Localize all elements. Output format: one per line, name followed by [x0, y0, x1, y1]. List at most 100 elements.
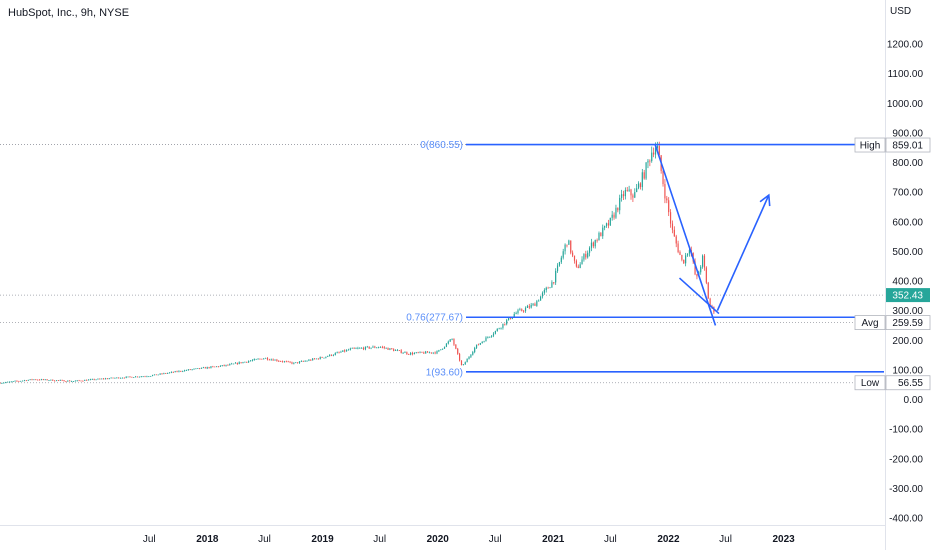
candle-body: [694, 261, 696, 275]
candle-body: [449, 339, 451, 342]
candle-body: [519, 309, 521, 311]
candle-body: [249, 360, 252, 362]
candle-body: [232, 363, 235, 365]
candle-body: [170, 371, 173, 373]
candle-body: [287, 361, 289, 363]
axis-marker-tag: High: [860, 141, 881, 152]
candle-body: [656, 146, 658, 149]
candle-body: [0, 382, 1, 384]
candle-body: [653, 152, 655, 155]
candle-body: [119, 377, 122, 379]
candle-body: [385, 347, 387, 349]
candle-body: [234, 362, 237, 364]
candle-body: [221, 365, 223, 366]
candle-body: [592, 242, 594, 247]
candle-body: [466, 358, 468, 363]
candle-body: [44, 379, 46, 381]
candle-body: [587, 252, 589, 258]
candle-body: [321, 357, 323, 358]
candle-body: [42, 379, 44, 381]
axis-marker-value: 259.59: [892, 318, 923, 329]
candle-body: [10, 381, 12, 383]
candle-body: [293, 362, 295, 364]
candle-body: [251, 360, 254, 361]
candles: [0, 141, 715, 384]
x-tick-label: Jul: [489, 534, 502, 545]
candle-body: [626, 190, 628, 191]
candle-body: [297, 362, 299, 364]
candle-body: [340, 351, 342, 353]
axis-marker-value: 859.01: [892, 141, 923, 152]
candle-body: [477, 344, 480, 346]
candle-body: [594, 240, 596, 247]
candle-body: [605, 223, 608, 226]
candle-body: [229, 364, 231, 366]
candle-body: [555, 271, 557, 283]
candle-body: [308, 359, 310, 361]
x-tick-label: 2021: [542, 534, 565, 545]
candle-body: [430, 352, 432, 354]
candle-body: [259, 358, 261, 360]
candle-body: [421, 351, 423, 353]
candle-body: [167, 373, 169, 374]
y-tick-label: 0.00: [904, 395, 924, 406]
candle-body: [78, 380, 80, 382]
candle-body: [225, 364, 227, 366]
y-tick-label: -200.00: [889, 454, 923, 465]
candle-body: [481, 341, 483, 344]
candle-body: [129, 376, 131, 378]
candle-body: [528, 306, 530, 308]
candle-body: [67, 380, 69, 382]
candle-body: [266, 357, 269, 360]
candle-body: [304, 360, 306, 362]
candle-body: [302, 361, 304, 362]
candle-body: [212, 366, 214, 368]
candle-body: [440, 349, 442, 351]
candle-body: [622, 194, 625, 197]
candle-body: [534, 303, 536, 306]
candle-body: [538, 300, 540, 302]
candle-body: [413, 353, 415, 355]
candle-body: [295, 362, 297, 364]
candle-body: [33, 379, 35, 381]
candle-body: [91, 379, 93, 380]
candle-body: [558, 262, 561, 266]
candle-body: [468, 356, 470, 359]
candle-body: [406, 352, 408, 355]
candle-body: [63, 380, 65, 382]
candle-body: [573, 255, 576, 261]
candle-body: [451, 338, 453, 340]
candle-body: [498, 328, 500, 330]
candle-body: [549, 287, 551, 289]
candle-body: [705, 267, 707, 283]
candle-body: [671, 223, 674, 230]
candle-body: [313, 358, 316, 360]
candle-body: [426, 351, 429, 353]
candle-body: [106, 378, 108, 380]
candle-body: [174, 371, 176, 373]
axis-marker-tag-box: [854, 315, 886, 330]
candle-body: [620, 194, 623, 198]
candle-body: [148, 376, 150, 378]
candle-body: [600, 232, 602, 237]
candle-body: [374, 346, 376, 348]
candle-body: [654, 148, 657, 155]
candle-body: [329, 354, 331, 357]
candle-body: [681, 254, 683, 260]
candle-body: [125, 376, 127, 378]
candle-body: [101, 378, 103, 380]
candle-body: [40, 379, 43, 381]
candle-body: [349, 348, 351, 350]
candle-body: [609, 217, 611, 226]
axis-marker-tag-box: [854, 375, 886, 391]
candle-body: [89, 379, 92, 381]
candle-body: [517, 310, 519, 313]
reference-lines: [0, 144, 885, 384]
candle-body: [361, 347, 363, 349]
candle-body: [417, 352, 419, 354]
candle-body: [323, 357, 325, 359]
y-tick-label: 300.00: [892, 306, 923, 317]
candle-body: [669, 212, 672, 224]
candle-body: [300, 361, 302, 362]
